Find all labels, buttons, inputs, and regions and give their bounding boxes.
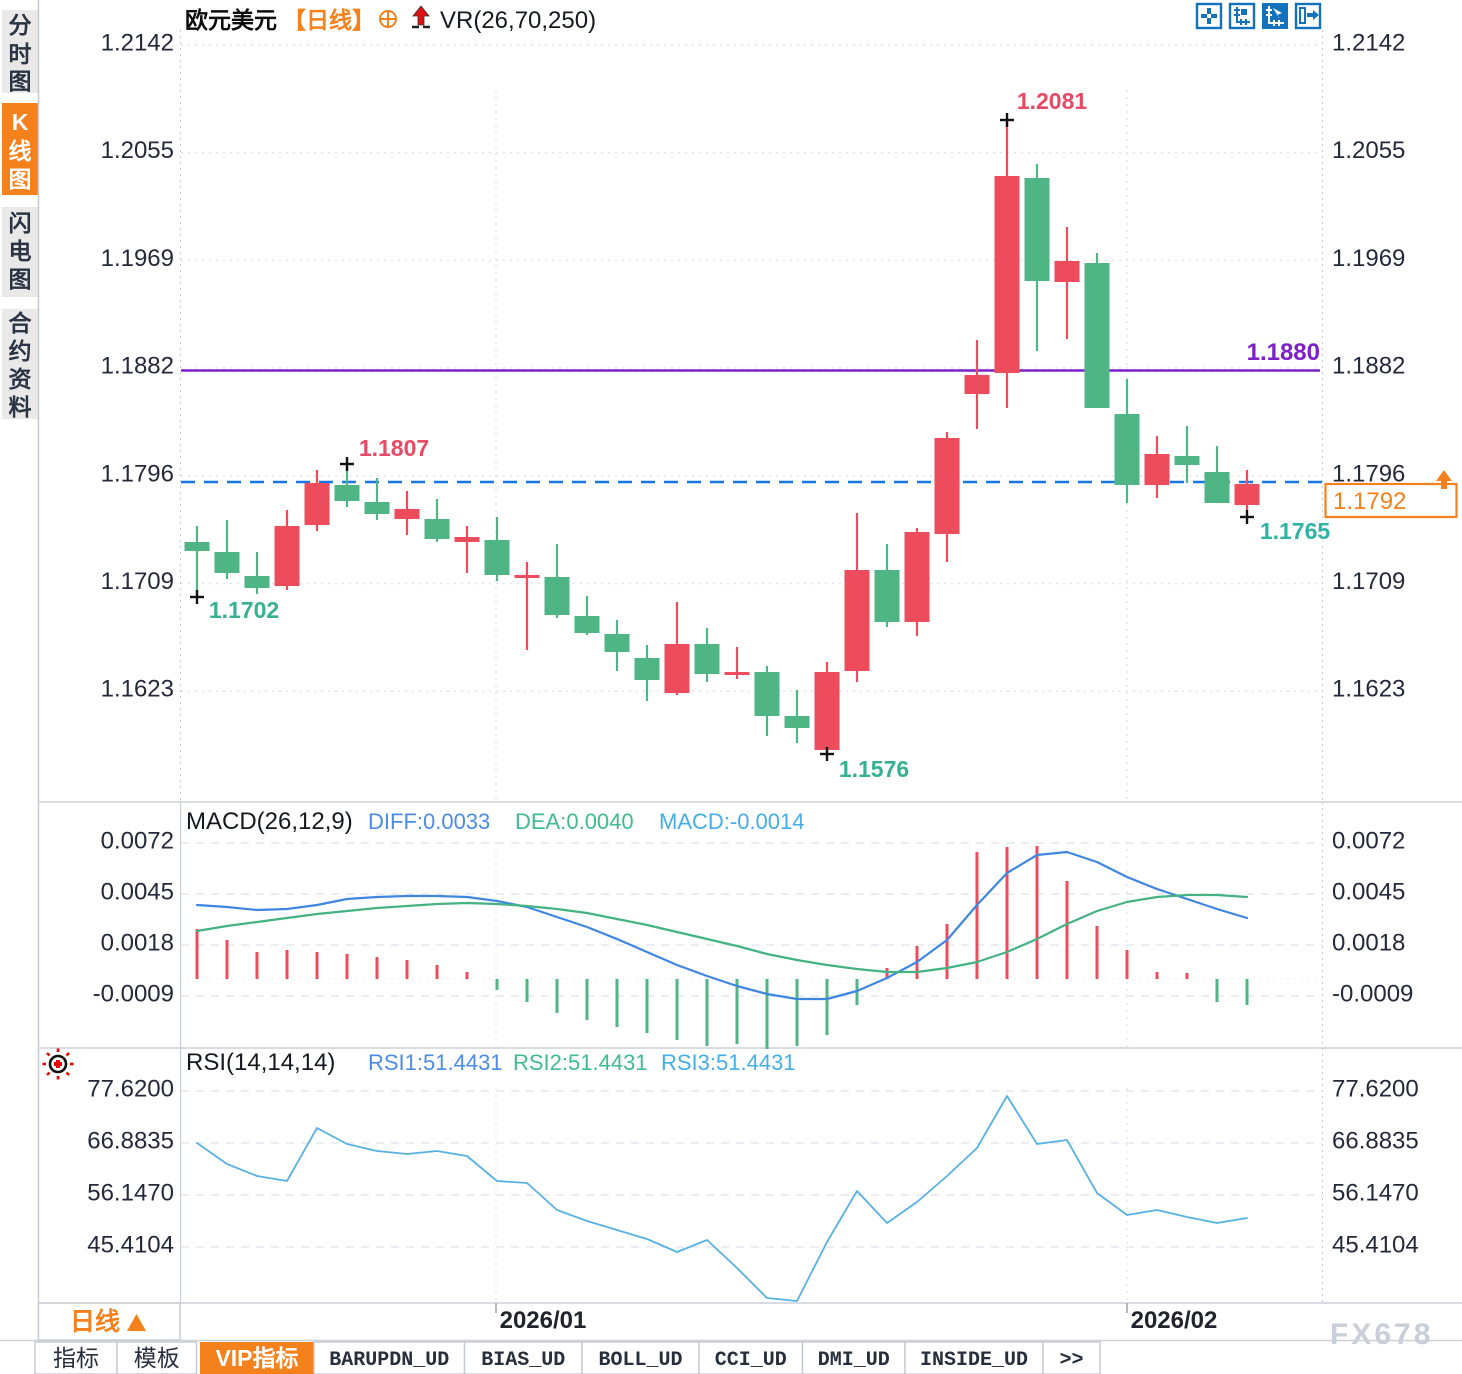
svg-text:BIAS_UD: BIAS_UD [481, 1349, 565, 1372]
svg-text:【日线】: 【日线】 [283, 7, 375, 33]
svg-text:VIP指标: VIP指标 [215, 1345, 298, 1371]
svg-text:1.1792: 1.1792 [1333, 488, 1406, 515]
svg-text:1.1623: 1.1623 [1332, 676, 1405, 703]
svg-text:合: 合 [9, 310, 33, 336]
svg-text:0.0018: 0.0018 [101, 930, 174, 957]
svg-text:指标: 指标 [53, 1345, 99, 1371]
svg-text:约: 约 [9, 338, 32, 364]
svg-text:1.1796: 1.1796 [1332, 460, 1405, 487]
svg-text:RSI3:51.4431: RSI3:51.4431 [661, 1050, 796, 1075]
svg-text:CCI_UD: CCI_UD [715, 1349, 787, 1372]
svg-text:1.1796: 1.1796 [101, 460, 174, 487]
svg-text:分: 分 [9, 12, 32, 38]
svg-text:1.1880: 1.1880 [1247, 339, 1320, 366]
svg-text:料: 料 [9, 394, 32, 420]
svg-text:FX678: FX678 [1330, 1318, 1433, 1351]
svg-text:0.0072: 0.0072 [101, 828, 174, 855]
svg-text:RSI(14,14,14): RSI(14,14,14) [186, 1049, 335, 1076]
svg-text:0.0045: 0.0045 [1332, 879, 1405, 906]
svg-text:DIFF:0.0033: DIFF:0.0033 [368, 809, 490, 834]
svg-text:-0.0009: -0.0009 [93, 981, 174, 1008]
svg-text:DMI_UD: DMI_UD [818, 1349, 890, 1372]
svg-text:2026/02: 2026/02 [1131, 1307, 1218, 1334]
svg-text:-0.0009: -0.0009 [1332, 981, 1413, 1008]
svg-text:VR(26,70,250): VR(26,70,250) [440, 7, 596, 34]
svg-text:1.1709: 1.1709 [1332, 568, 1405, 595]
svg-text:欧元美元: 欧元美元 [185, 7, 277, 33]
svg-text:1.1882: 1.1882 [1332, 353, 1405, 380]
svg-text:1.1576: 1.1576 [839, 756, 909, 782]
svg-text:66.8835: 66.8835 [1332, 1128, 1419, 1155]
svg-text:66.8835: 66.8835 [87, 1128, 174, 1155]
svg-text:图: 图 [9, 266, 32, 292]
svg-text:0.0072: 0.0072 [1332, 828, 1405, 855]
svg-text:77.6200: 77.6200 [87, 1076, 174, 1103]
svg-text:1.1623: 1.1623 [101, 676, 174, 703]
svg-text:1.2055: 1.2055 [1332, 137, 1405, 164]
svg-text:资: 资 [9, 366, 32, 392]
svg-text:时: 时 [9, 41, 32, 67]
svg-text:45.4104: 45.4104 [1332, 1232, 1419, 1259]
svg-text:1.1709: 1.1709 [101, 568, 174, 595]
svg-text:模板: 模板 [134, 1345, 180, 1371]
svg-text:56.1470: 56.1470 [87, 1180, 174, 1207]
svg-text:图: 图 [9, 68, 32, 94]
svg-text:45.4104: 45.4104 [87, 1232, 174, 1259]
svg-text:BOLL_UD: BOLL_UD [598, 1349, 682, 1372]
svg-text:K: K [12, 109, 29, 135]
svg-text:MACD:-0.0014: MACD:-0.0014 [659, 809, 805, 834]
svg-text:1.2055: 1.2055 [101, 137, 174, 164]
svg-text:RSI2:51.4431: RSI2:51.4431 [513, 1050, 648, 1075]
svg-text:INSIDE_UD: INSIDE_UD [920, 1349, 1028, 1372]
svg-text:MACD(26,12,9): MACD(26,12,9) [186, 808, 353, 835]
svg-text:>>: >> [1059, 1349, 1083, 1372]
svg-text:1.1702: 1.1702 [209, 597, 279, 623]
svg-text:1.2081: 1.2081 [1017, 88, 1088, 114]
svg-text:1.1807: 1.1807 [359, 435, 429, 461]
svg-text:1.2142: 1.2142 [101, 30, 174, 57]
svg-text:线: 线 [9, 138, 32, 164]
svg-text:图: 图 [9, 166, 32, 192]
svg-text:56.1470: 56.1470 [1332, 1180, 1419, 1207]
svg-text:0.0018: 0.0018 [1332, 930, 1405, 957]
svg-text:1.1969: 1.1969 [1332, 245, 1405, 272]
svg-text:RSI1:51.4431: RSI1:51.4431 [368, 1050, 503, 1075]
svg-text:DEA:0.0040: DEA:0.0040 [515, 809, 634, 834]
svg-text:1.1969: 1.1969 [101, 245, 174, 272]
svg-text:1.2142: 1.2142 [1332, 30, 1405, 57]
svg-text:1.1765: 1.1765 [1260, 518, 1331, 544]
svg-text:电: 电 [9, 238, 32, 264]
svg-text:闪: 闪 [9, 210, 32, 236]
svg-text:1.1882: 1.1882 [101, 353, 174, 380]
svg-text:BARUPDN_UD: BARUPDN_UD [329, 1349, 449, 1372]
svg-text:0.0045: 0.0045 [101, 879, 174, 906]
svg-text:2026/01: 2026/01 [500, 1307, 587, 1334]
svg-text:日线: 日线 [70, 1307, 120, 1336]
svg-text:77.6200: 77.6200 [1332, 1076, 1419, 1103]
